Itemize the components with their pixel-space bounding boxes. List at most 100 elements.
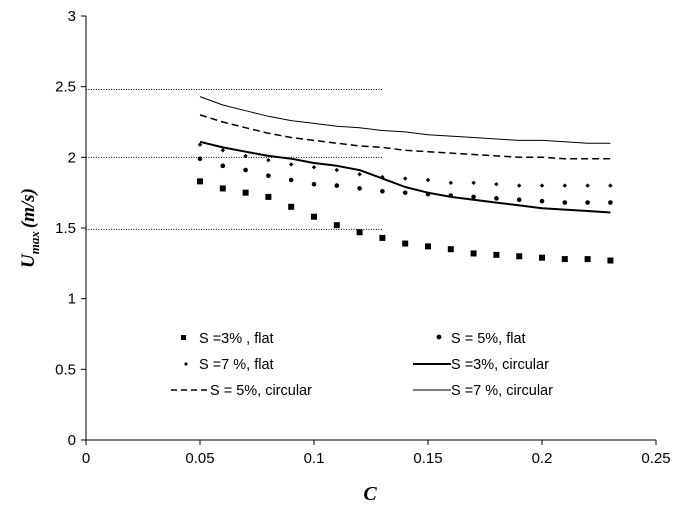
data-point-square xyxy=(242,189,249,196)
y-tick-label: 1.5 xyxy=(55,220,76,237)
legend-label: S = 5%, flat xyxy=(451,331,526,347)
legend-swatch-round-marker xyxy=(436,334,442,340)
data-point-circle xyxy=(585,200,590,205)
data-point-diamond xyxy=(243,153,248,159)
data-point-diamond xyxy=(403,176,408,181)
legend-label: S =7 %, circular xyxy=(451,383,553,399)
data-point-circle xyxy=(562,200,568,205)
data-point-circle xyxy=(539,198,545,204)
data-point-diamond xyxy=(334,167,339,173)
data-point-circle xyxy=(334,183,340,188)
data-point-diamond xyxy=(448,180,453,185)
legend-label: S =3%, circular xyxy=(451,357,549,373)
data-point-diamond xyxy=(471,180,476,185)
data-point-diamond xyxy=(311,165,317,170)
data-point-diamond xyxy=(425,177,431,183)
y-tick-label: 0.5 xyxy=(55,361,76,378)
data-point-square xyxy=(197,178,203,185)
legend-entry-s3-flat: S =3% , flat xyxy=(181,331,274,347)
legend-label: S = 5%, circular xyxy=(210,383,312,399)
series-1 xyxy=(197,156,613,205)
series-0 xyxy=(197,178,614,264)
legend-entry-s7-flat: S =7 %, flat xyxy=(184,357,274,373)
data-point-circle xyxy=(380,188,385,194)
data-point-circle xyxy=(516,197,522,203)
x-tick-label: 0.15 xyxy=(413,450,442,467)
legend-entry-s5-circular: S = 5%, circular xyxy=(171,383,312,399)
y-tick-label: 2.5 xyxy=(55,79,76,96)
series-line xyxy=(199,114,611,160)
data-point-square xyxy=(584,256,591,263)
data-point-square xyxy=(311,213,317,220)
data-point-circle xyxy=(357,186,362,191)
data-point-circle xyxy=(608,200,613,205)
y-axis-title: Umax (m/s) xyxy=(18,188,42,268)
legend-swatch-square-marker xyxy=(181,335,186,340)
x-tick-label: 0.1 xyxy=(304,450,325,467)
legend-label: S =3% , flat xyxy=(199,331,274,347)
data-point-square xyxy=(539,254,545,261)
x-tick-label: 0.2 xyxy=(532,450,553,467)
data-point-diamond xyxy=(357,172,362,177)
data-point-diamond xyxy=(608,183,613,188)
data-point-diamond xyxy=(494,181,499,187)
data-point-square xyxy=(425,243,431,250)
series-line xyxy=(199,96,611,144)
y-axis-title-text: Umax (m/s) xyxy=(18,188,42,268)
y-axis-title-subscript: max xyxy=(27,231,42,255)
data-point-circle xyxy=(402,190,408,195)
data-point-circle xyxy=(288,177,294,183)
data-point-square xyxy=(561,256,568,263)
legend-label: S =7 %, flat xyxy=(199,357,274,373)
data-point-square xyxy=(470,250,477,257)
legend-entry-s5-flat: S = 5%, flat xyxy=(436,331,526,347)
data-point-square xyxy=(288,203,295,210)
legend-entry-s3-circular: S =3%, circular xyxy=(413,357,549,373)
data-point-diamond xyxy=(517,183,522,188)
data-point-diamond xyxy=(289,162,294,167)
data-point-square xyxy=(493,251,500,258)
data-point-diamond xyxy=(220,148,225,153)
data-point-diamond xyxy=(585,183,590,188)
data-point-circle xyxy=(266,173,271,179)
series-4 xyxy=(199,114,611,160)
data-point-diamond xyxy=(539,183,545,188)
x-tick-label: 0 xyxy=(82,450,90,467)
data-point-circle xyxy=(243,167,248,173)
series-3 xyxy=(199,140,611,214)
legend: S =3% , flat S = 5%, flat S =7 %, flat S… xyxy=(171,331,553,399)
y-axis-title-unit: (m/s) xyxy=(18,188,39,228)
x-ticks: 0 0.05 0.1 0.15 0.2 0.25 xyxy=(82,440,671,467)
data-point-square xyxy=(402,240,409,247)
data-point-circle xyxy=(197,156,203,162)
y-tick-label: 3 xyxy=(68,8,76,25)
legend-entry-s7-circular: S =7 %, circular xyxy=(413,383,553,399)
y-ticks: 0 0.5 1 1.5 2 2.5 3 xyxy=(55,8,86,449)
series-5 xyxy=(199,96,611,144)
data-point-diamond xyxy=(197,142,203,147)
series-2 xyxy=(197,142,613,188)
y-tick-label: 1 xyxy=(68,291,76,308)
y-axis-title-main: U xyxy=(18,253,39,268)
data-point-circle xyxy=(311,181,317,187)
data-point-square xyxy=(379,234,386,241)
data-point-diamond xyxy=(266,157,271,163)
data-point-diamond xyxy=(562,183,567,188)
y-tick-label: 0 xyxy=(68,432,76,449)
data-point-square xyxy=(607,257,614,264)
x-tick-label: 0.05 xyxy=(185,450,214,467)
x-tick-label: 0.25 xyxy=(641,450,670,467)
series-line xyxy=(199,140,611,214)
reference-lines xyxy=(86,88,383,230)
y-tick-label: 2 xyxy=(68,149,76,166)
data-point-square xyxy=(219,185,226,192)
data-point-square xyxy=(447,246,454,253)
data-point-square xyxy=(356,229,363,236)
series-layer xyxy=(197,96,614,264)
axes xyxy=(85,16,656,441)
data-point-square xyxy=(333,222,340,229)
data-point-circle xyxy=(494,196,499,201)
data-point-square xyxy=(265,193,272,200)
data-point-circle xyxy=(471,194,476,200)
